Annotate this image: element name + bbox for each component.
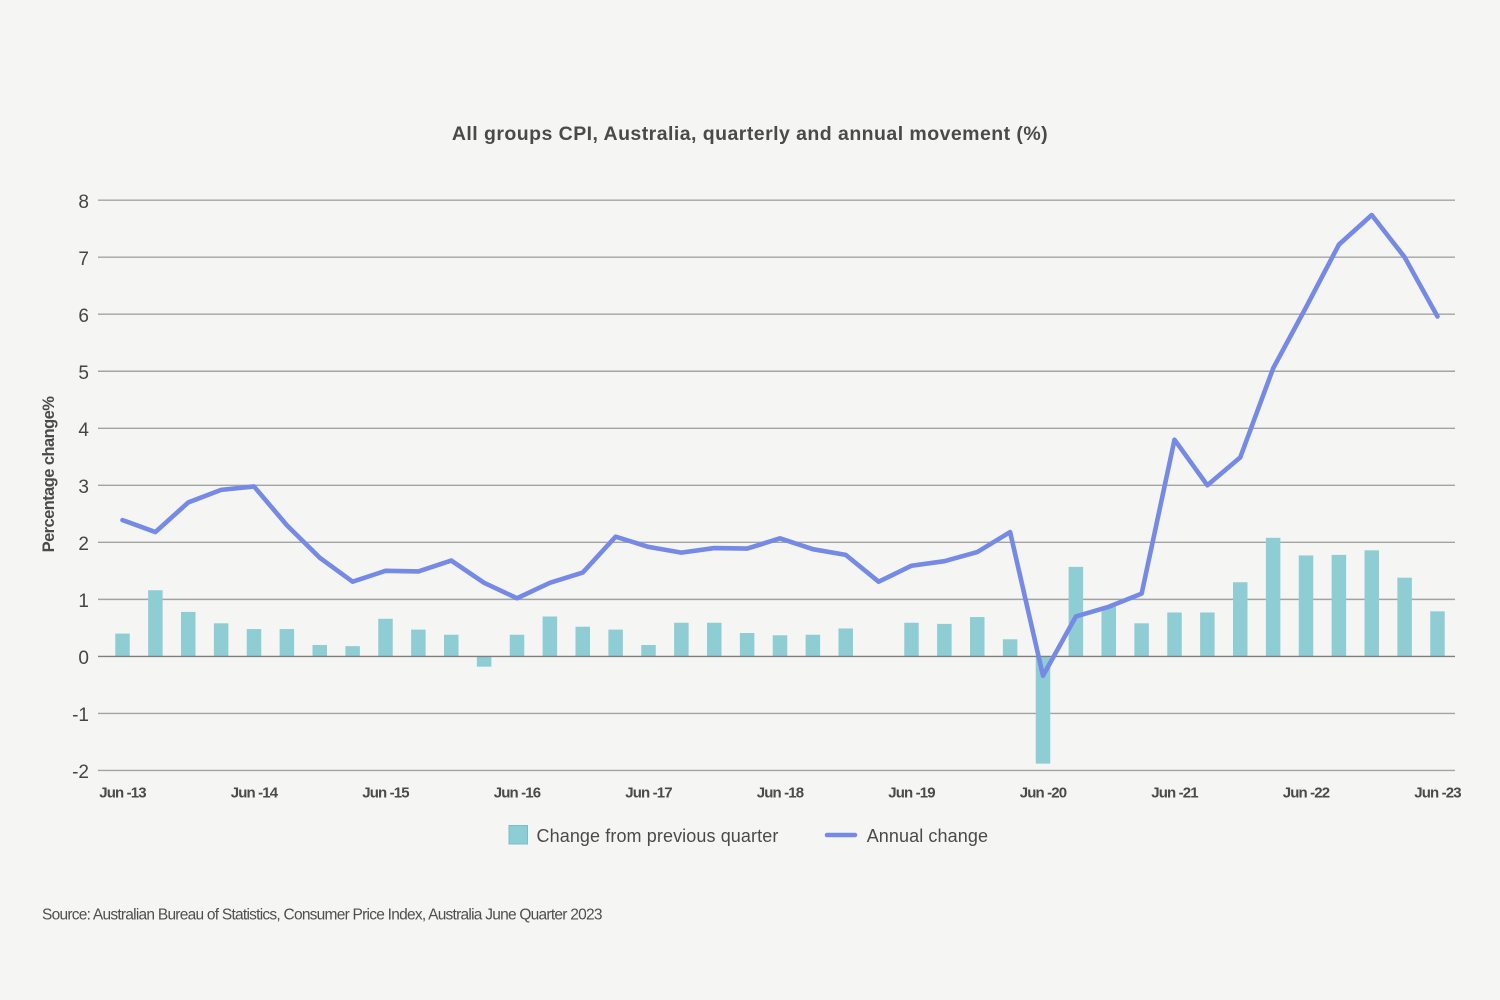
svg-text:-1: -1: [72, 705, 89, 726]
svg-text:Jun -17: Jun -17: [625, 785, 672, 802]
svg-text:Change from previous quarter: Change from previous quarter: [537, 826, 779, 846]
svg-text:Jun -18: Jun -18: [757, 785, 804, 802]
svg-text:Jun -22: Jun -22: [1283, 785, 1330, 802]
svg-text:Jun -14: Jun -14: [231, 785, 279, 802]
svg-text:Percentage change%: Percentage change%: [40, 396, 58, 553]
svg-text:7: 7: [78, 249, 89, 270]
svg-text:6: 6: [78, 306, 89, 327]
svg-text:Jun -20: Jun -20: [1020, 785, 1067, 802]
svg-text:8: 8: [78, 192, 89, 213]
svg-text:Jun -13: Jun -13: [99, 785, 146, 802]
svg-text:All groups CPI, Australia, qua: All groups CPI, Australia, quarterly and…: [452, 123, 1048, 145]
svg-text:5: 5: [78, 363, 89, 384]
svg-text:2: 2: [78, 534, 89, 555]
svg-text:0: 0: [78, 648, 89, 669]
svg-text:-2: -2: [72, 762, 89, 783]
svg-text:Jun -19: Jun -19: [888, 785, 935, 802]
svg-text:Annual change: Annual change: [867, 826, 988, 846]
svg-text:Jun -21: Jun -21: [1151, 785, 1198, 802]
svg-text:Jun -15: Jun -15: [362, 785, 409, 802]
svg-text:4: 4: [78, 420, 89, 441]
svg-text:Source: Australian Bureau of S: Source: Australian Bureau of Statistics,…: [42, 907, 602, 924]
svg-text:1: 1: [78, 591, 89, 612]
svg-text:3: 3: [78, 477, 89, 498]
svg-text:Jun -23: Jun -23: [1414, 785, 1461, 802]
svg-text:Jun -16: Jun -16: [494, 785, 541, 802]
